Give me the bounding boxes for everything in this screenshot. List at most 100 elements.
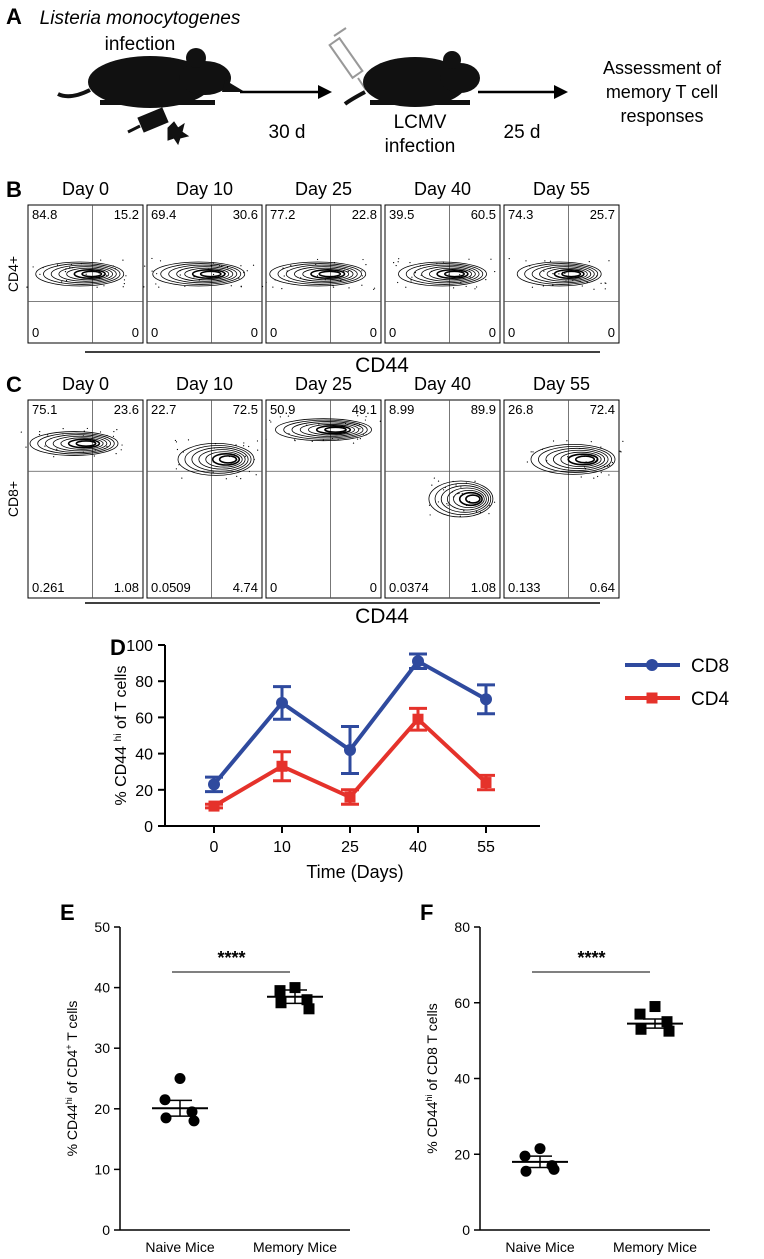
- event-dot: [44, 445, 46, 447]
- event-dot: [20, 431, 22, 433]
- contour: [291, 421, 364, 439]
- event-dot: [265, 281, 267, 284]
- event-dot: [361, 284, 363, 286]
- contour: [168, 264, 238, 284]
- event-dot: [100, 259, 102, 261]
- event-dot: [25, 446, 27, 448]
- event-dot: [112, 435, 115, 438]
- outcome: responses: [620, 106, 703, 126]
- panel-label: F: [420, 900, 433, 925]
- event-dot: [240, 286, 242, 288]
- quadrant-percent: 0: [389, 325, 396, 340]
- event-dot: [56, 264, 59, 266]
- contour: [310, 268, 346, 279]
- event-dot: [398, 258, 400, 260]
- plot-title: Day 25: [295, 179, 352, 199]
- point: [289, 982, 301, 994]
- plot-title: Day 10: [176, 374, 233, 394]
- contour: [531, 264, 595, 284]
- contour: [73, 268, 106, 279]
- sem-bar: [283, 989, 307, 1005]
- x-tick-label: 0: [210, 839, 219, 856]
- event-dot: [159, 260, 162, 262]
- event-dot: [461, 492, 463, 495]
- event-dot: [361, 275, 363, 277]
- event-dot: [357, 415, 359, 417]
- event-dot: [490, 258, 492, 260]
- event-dot: [567, 456, 569, 458]
- contour: [440, 485, 489, 513]
- event-dot: [468, 258, 470, 260]
- plot-title: Day 10: [176, 179, 233, 199]
- plot-title: Day 40: [414, 374, 471, 394]
- event-dot: [362, 258, 364, 261]
- row-label: CD4+: [5, 256, 21, 292]
- event-dot: [64, 271, 67, 273]
- event-dot: [530, 451, 532, 453]
- event-dot: [144, 265, 146, 267]
- legend-label: CD8: [691, 656, 729, 677]
- axis-title-part: T cells: [64, 1001, 80, 1045]
- quadrant-percent: 0: [370, 325, 377, 340]
- event-dot: [116, 429, 118, 431]
- event-dot: [332, 286, 335, 288]
- point: [519, 1150, 531, 1162]
- plot-title: Day 0: [62, 179, 109, 199]
- event-dot: [600, 472, 602, 474]
- event-dot: [600, 446, 602, 448]
- contour: [421, 266, 476, 282]
- quadrant-percent: 74.3: [508, 207, 533, 222]
- contour: [552, 449, 606, 469]
- event-dot: [113, 430, 115, 433]
- point: [534, 1143, 546, 1155]
- event-dot: [246, 270, 248, 272]
- quadrant-percent: 77.2: [270, 207, 295, 222]
- event-dot: [265, 438, 267, 440]
- quadrant-percent: 0: [270, 580, 277, 595]
- mouse-1: [57, 48, 245, 108]
- y-tick-label: 100: [126, 638, 153, 655]
- contour: [398, 261, 487, 287]
- event-dot: [475, 286, 478, 288]
- event-dot: [56, 448, 58, 450]
- contour: [160, 263, 242, 285]
- event-dot: [359, 428, 361, 430]
- event-dot: [26, 286, 28, 288]
- event-dot: [120, 449, 122, 451]
- quadrant-percent: 8.99: [389, 402, 414, 417]
- event-dot: [212, 273, 215, 276]
- event-dot: [243, 272, 245, 274]
- event-dot: [175, 468, 177, 470]
- quadrant-percent: 1.08: [471, 580, 496, 595]
- point: [208, 778, 220, 791]
- event-dot: [178, 464, 180, 466]
- outcome: Assessment of: [603, 58, 722, 78]
- plot-title: Day 0: [62, 374, 109, 394]
- y-tick-label: 40: [454, 1071, 470, 1087]
- syringe-1: [127, 107, 190, 146]
- event-dot: [364, 419, 367, 421]
- event-dot: [32, 266, 34, 268]
- event-dot: [106, 445, 108, 448]
- point: [275, 997, 287, 1009]
- event-dot: [452, 287, 455, 289]
- point: [663, 1025, 675, 1037]
- x-tick-label: 40: [409, 839, 427, 856]
- event-dot: [151, 270, 153, 272]
- event-dot: [269, 419, 271, 421]
- syringe-2: [328, 27, 367, 91]
- contour: [184, 445, 252, 474]
- event-dot: [604, 282, 606, 284]
- y-tick-label: 10: [94, 1161, 110, 1177]
- x-axis-title: Time (Days): [306, 862, 403, 882]
- point: [276, 760, 288, 772]
- event-dot: [588, 261, 590, 263]
- contour: [516, 261, 602, 287]
- event-dot: [93, 455, 95, 457]
- event-dot: [287, 415, 290, 417]
- contour: [176, 266, 234, 282]
- axis-title: % CD44hi of CD8 T cells: [424, 1003, 440, 1154]
- axis-title-part: of CD8 T cells: [424, 1003, 440, 1094]
- event-dot: [352, 442, 355, 444]
- contour: [43, 263, 121, 285]
